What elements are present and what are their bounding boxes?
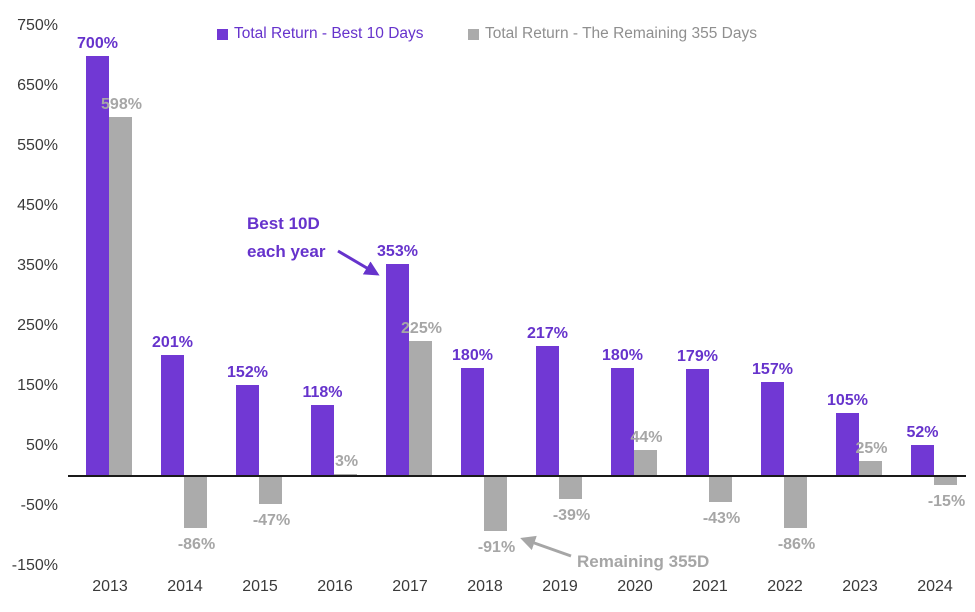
bar-value-label-best-2019: 217%	[527, 324, 568, 342]
bar-value-label-best-2020: 180%	[602, 347, 643, 364]
annotation-best-10d-line1: Best 10D	[247, 214, 320, 233]
y-axis-tick-label: 350%	[17, 257, 58, 274]
bar-best-10-days-2016	[311, 405, 334, 476]
x-axis-year-label-2017: 2017	[392, 578, 428, 595]
x-axis-year-label-2014: 2014	[167, 578, 203, 595]
y-axis-tick-label: 650%	[17, 77, 58, 94]
y-axis-tick-label: 50%	[25, 437, 58, 454]
bar-best-10-days-2020	[611, 368, 634, 476]
bar-best-10-days-2019	[536, 345, 559, 476]
bar-best-10-days-2015	[236, 384, 259, 476]
annotation-best-10d: Best 10D each year	[247, 210, 325, 266]
x-axis-year-label-2015: 2015	[242, 578, 278, 595]
bar-value-label-rem-2018: -91%	[477, 538, 516, 556]
bar-value-label-rem-2024: -15%	[927, 493, 966, 510]
x-axis-year-label-2013: 2013	[92, 578, 128, 595]
bar-best-10-days-2022	[761, 381, 784, 476]
y-axis-tick-label: 150%	[17, 377, 58, 394]
bar-remaining-355-days-2019	[559, 476, 582, 500]
x-axis-line	[68, 475, 966, 477]
bar-best-10-days-2017	[386, 264, 409, 476]
bar-value-label-best-2016: 118%	[302, 384, 343, 402]
bar-value-label-best-2024: 52%	[906, 423, 939, 441]
bar-remaining-355-days-2017	[409, 341, 432, 476]
bar-value-label-rem-2022: -86%	[777, 535, 816, 553]
annotation-best-10d-line2: each year	[247, 242, 326, 261]
bar-value-label-rem-2021: -43%	[702, 509, 741, 527]
y-axis-tick-label: 550%	[17, 137, 58, 154]
bar-value-label-best-2018: 180%	[452, 347, 493, 364]
bar-remaining-355-days-2015	[259, 476, 282, 505]
x-axis-year-label-2022: 2022	[767, 578, 803, 595]
y-axis-tick-label: 750%	[17, 17, 58, 34]
legend-swatch-remaining-355-days	[468, 28, 479, 40]
x-axis-year-label-2016: 2016	[317, 578, 353, 595]
bar-best-10-days-2021	[686, 368, 709, 476]
x-axis-year-label-2018: 2018	[467, 578, 503, 595]
bar-remaining-355-days-2020	[634, 449, 657, 476]
bar-best-10-days-2014	[161, 355, 184, 476]
bar-remaining-355-days-2022	[784, 476, 807, 528]
legend-item-best-10-days: Total Return - Best 10 Days	[217, 26, 424, 42]
bar-value-label-best-2017: 353%	[377, 243, 418, 261]
bar-best-10-days-2013	[86, 56, 109, 476]
bar-remaining-355-days-2013	[109, 117, 132, 476]
x-axis-year-label-2020: 2020	[617, 578, 653, 595]
bar-value-label-best-2021: 179%	[677, 347, 718, 365]
bar-value-label-rem-2017: 225%	[401, 320, 442, 337]
bar-value-label-rem-2019: -39%	[552, 507, 591, 525]
legend-item-remaining-355-days: Total Return - The Remaining 355 Days	[468, 26, 757, 42]
y-axis-tick-label: 250%	[17, 317, 58, 334]
bar-value-label-rem-2016: 3%	[334, 453, 359, 471]
bar-best-10-days-2023	[836, 413, 859, 476]
y-axis-tick-label: -150%	[11, 557, 58, 574]
bar-value-label-best-2013: 700%	[77, 35, 118, 52]
bar-value-label-rem-2013: 598%	[101, 96, 142, 114]
legend-label-best-10-days: Total Return - Best 10 Days	[234, 25, 424, 42]
x-axis-year-label-2021: 2021	[692, 578, 728, 595]
bar-value-label-rem-2015: -47%	[252, 512, 291, 530]
x-axis-year-label-2024: 2024	[917, 578, 953, 595]
legend-label-remaining-355-days: Total Return - The Remaining 355 Days	[485, 25, 757, 42]
bar-value-label-best-2022: 157%	[752, 360, 793, 378]
bar-value-label-rem-2023: 25%	[855, 440, 888, 457]
bar-remaining-355-days-2014	[184, 476, 207, 528]
x-axis-year-label-2023: 2023	[842, 578, 878, 595]
bar-remaining-355-days-2023	[859, 461, 882, 476]
bar-value-label-best-2014: 201%	[152, 334, 193, 352]
bar-value-label-best-2023: 105%	[827, 392, 868, 409]
bar-remaining-355-days-2021	[709, 476, 732, 502]
y-axis-tick-label: -50%	[20, 497, 58, 514]
x-axis-year-label-2019: 2019	[542, 578, 578, 595]
bar-value-label-best-2015: 152%	[227, 363, 268, 381]
annotation-remaining-355d: Remaining 355D	[577, 552, 710, 571]
bar-best-10-days-2024	[911, 444, 934, 476]
bar-value-label-rem-2020: 44%	[630, 428, 663, 446]
bar-best-10-days-2018	[461, 368, 484, 476]
y-axis-tick-label: 450%	[17, 197, 58, 214]
legend-swatch-best-10-days	[217, 28, 228, 40]
bar-remaining-355-days-2024	[934, 476, 957, 485]
bar-value-label-rem-2014: -86%	[177, 535, 216, 553]
bar-remaining-355-days-2018	[484, 476, 507, 531]
